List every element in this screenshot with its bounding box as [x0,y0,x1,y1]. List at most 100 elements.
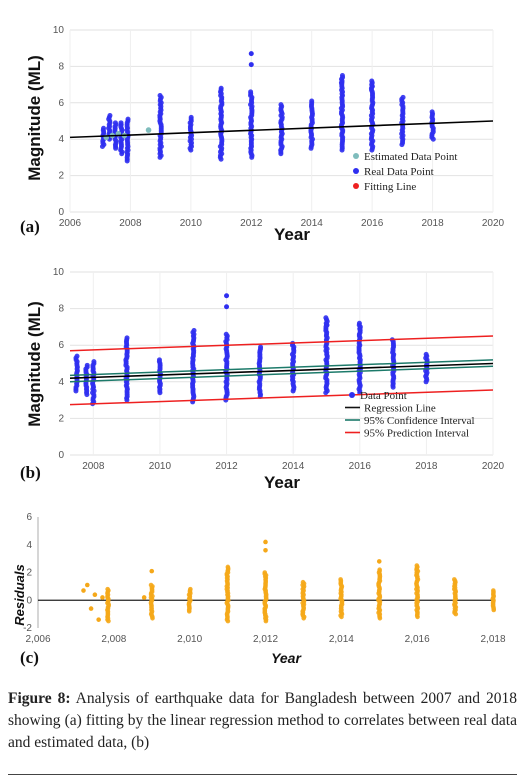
data-point [300,579,306,585]
legend-label: Estimated Data Point [364,151,457,163]
x-tick-label: 2,018 [480,634,505,645]
data-point [84,362,90,368]
prediction-interval-line [69,389,494,406]
y-tick-label: 0 [58,207,64,218]
data-point [263,539,268,545]
y-tick-label: 2 [58,413,64,424]
data-point [309,98,315,104]
x-tick-label: 2,008 [101,634,126,645]
data-point [118,120,124,126]
data-point [188,114,194,120]
legend-a: Estimated Data Point Real Data Point Fitti… [353,151,457,193]
y-tick-label: 6 [26,512,32,523]
data-point [141,595,147,600]
data-point [101,125,107,131]
legend-label: Real Data Point [364,166,434,178]
y-tick-label: 0 [26,595,32,606]
y-axis-title-b: Magnitude (ML) [25,301,44,427]
x-tick-label: 2020 [482,461,505,472]
panel-label-b: (b) [20,463,41,482]
x-axis-title-b: Year [264,473,300,492]
y-tick-label: 2 [58,171,64,182]
regression-lines-b [69,335,494,406]
prediction-interval-line [69,335,494,352]
data-point [414,563,420,568]
data-point [74,353,80,359]
data-point [357,326,363,332]
data-point [225,564,231,570]
x-tick-label: 2,016 [405,634,430,645]
data-point [88,606,94,611]
x-tick-label: 2,010 [177,634,202,645]
chart-panel-c: 2,006 2,008 2,010 2,012 2,014 2,016 2,018 -2 0 2… [12,512,506,667]
panel-label-a: (a) [20,217,40,236]
x-tick-label: 2008 [82,461,105,472]
chart-panel-a: 2006 2008 2010 2012 2014 2016 2018 2020 0 2 4 6 8 10… [20,25,505,244]
legend-label: Regression Line [364,403,436,415]
y-tick-label: 8 [58,61,64,72]
data-point [218,85,224,91]
y-tick-label: 4 [26,540,32,551]
data-point [491,588,496,593]
data-point [400,94,406,100]
data-point [107,113,113,119]
legend-label: 95% Confidence Interval [364,415,475,427]
data-point [156,357,162,363]
y-tick-label: 10 [53,25,65,36]
data-point [148,582,154,588]
y-tick-label: 8 [58,304,64,315]
legend-label: Data Point [360,390,407,402]
x-tick-label: 2012 [240,218,263,229]
legend-label: Fitting Line [364,181,416,193]
x-tick-label: 2,006 [25,634,50,645]
confidence-interval-line [69,359,494,377]
data-point [81,588,86,593]
data-point [429,109,435,115]
data-point [338,577,343,582]
x-tick-label: 2016 [349,461,372,472]
data-point [248,51,254,57]
data-point [223,331,229,337]
legend-marker [353,183,359,189]
x-tick-label: 2018 [421,218,444,229]
legend-marker [349,392,355,398]
x-tick-label: 2,012 [253,634,278,645]
data-point [112,120,118,126]
data-point [124,335,130,341]
y-tick-label: -2 [23,623,32,634]
data-point [125,116,131,122]
data-point [262,570,268,575]
x-tick-label: 2010 [180,218,203,229]
x-tick-label: 2018 [415,461,438,472]
data-point [96,617,101,622]
data-point [423,351,429,357]
x-tick-labels-c: 2,006 2,008 2,010 2,012 2,014 2,016 2,018 [25,634,505,645]
legend-marker [353,153,359,159]
x-tick-label: 2016 [361,218,384,229]
y-tick-label: 10 [53,267,65,278]
x-tick-label: 2014 [282,461,305,472]
data-point [369,83,375,89]
caption-figure-label: Figure 8: [8,690,71,707]
figure-caption: Figure 8: Analysis of earthquake data fo… [8,688,517,754]
y-axis-title-a: Magnitude (ML) [25,55,44,181]
data-point [323,322,329,328]
y-axis-title-c: Residuals [12,564,27,625]
data-point [248,62,254,68]
x-tick-label: 2020 [482,218,505,229]
data-point [224,304,230,310]
caption-bottom-rule [8,774,517,775]
data-point [149,568,155,574]
y-tick-label: 4 [58,377,64,388]
data-point [369,78,375,84]
x-tick-label: 2008 [119,218,142,229]
data-point [339,80,345,86]
confidence-interval-line [69,365,494,383]
y-tick-label: 6 [58,340,64,351]
data-points-b [73,293,430,407]
data-point [356,320,362,326]
data-point [100,595,105,600]
data-point [278,102,284,108]
data-point [339,73,345,78]
y-tick-label: 4 [58,134,64,145]
